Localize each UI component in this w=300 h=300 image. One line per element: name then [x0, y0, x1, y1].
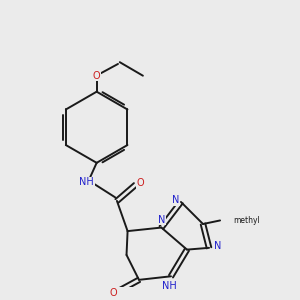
Text: O: O	[93, 71, 101, 81]
Text: NH: NH	[162, 281, 177, 291]
Text: methyl: methyl	[234, 216, 260, 225]
Text: O: O	[136, 178, 144, 188]
Text: N: N	[214, 241, 222, 251]
Text: N: N	[172, 195, 179, 205]
Text: NH: NH	[79, 177, 94, 188]
Text: N: N	[158, 215, 165, 225]
Text: O: O	[109, 288, 117, 298]
